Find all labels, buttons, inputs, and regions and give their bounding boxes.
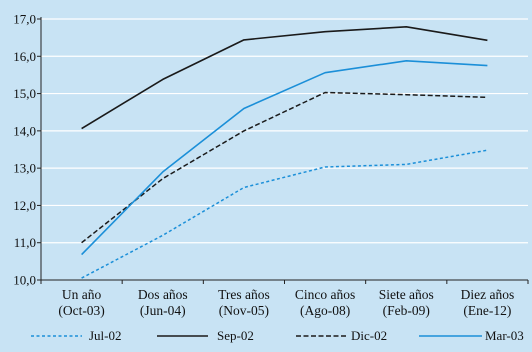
y-tick-label: 14,0 <box>13 123 36 138</box>
x-tick-label: Siete años (Feb-09) <box>379 287 434 318</box>
y-tick-label: 13,0 <box>13 161 36 176</box>
series-line-sep-02 <box>81 25 488 130</box>
gridlines <box>41 18 528 244</box>
y-tick-label: 16,0 <box>13 49 36 64</box>
legend-label-mar-03: Mar-03 <box>485 328 524 343</box>
y-tick-label: 10,0 <box>13 273 36 288</box>
series-line-mar-03 <box>81 59 488 256</box>
y-tick-label: 12,0 <box>13 198 36 213</box>
legend-label-sep-02: Sep-02 <box>217 328 254 343</box>
legend-label-jul-02: Jul-02 <box>89 328 122 343</box>
x-tick-label: Tres años (Nov-05) <box>218 287 270 318</box>
x-tick-label: Cinco años (Ago-08) <box>295 287 355 318</box>
legend-label-dic-02: Dic-02 <box>351 328 387 343</box>
x-tick-label: Dos años (Jun-04) <box>138 287 188 318</box>
series-line-dic-02 <box>81 91 488 244</box>
axes: 10,0 11,0 12,0 13,0 14,0 15,0 16,0 17,0 Un año (O… <box>13 12 529 318</box>
y-tick-label: 11,0 <box>14 235 36 250</box>
series-line-jul-02 <box>81 149 488 279</box>
series-lines <box>81 25 488 279</box>
legend: Jul-02 Sep-02 Dic-02 Mar-03 <box>31 328 524 343</box>
x-tick-label: Diez años (Ene-12) <box>461 287 515 318</box>
x-tick-label: Un año (Oct-03) <box>58 287 104 318</box>
y-tick-label: 17,0 <box>13 12 36 27</box>
y-tick-label: 15,0 <box>13 86 36 101</box>
